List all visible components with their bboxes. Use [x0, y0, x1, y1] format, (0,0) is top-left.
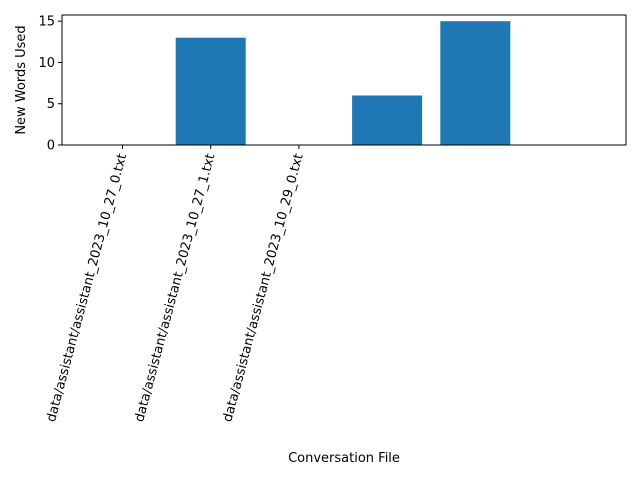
y-axis-title: New Words Used	[14, 25, 29, 134]
bar-4	[440, 21, 511, 145]
y-tick-label: 10	[38, 56, 55, 71]
plot-frame	[61, 14, 627, 146]
x-axis: data/assistant/assistant_2023_10_27_0.tx…	[44, 145, 307, 424]
x-axis-title: Conversation File	[288, 451, 400, 466]
bar-3	[352, 95, 423, 145]
bars-group	[175, 21, 511, 146]
x-tick-label-1: data/assistant/assistant_2023_10_27_1.tx…	[132, 152, 218, 424]
y-tick-label: 5	[47, 97, 55, 112]
bar-1	[175, 37, 246, 146]
x-tick-label-0: data/assistant/assistant_2023_10_27_0.tx…	[44, 152, 130, 424]
y-tick-label: 15	[38, 15, 55, 30]
x-tick-label-2: data/assistant/assistant_2023_10_29_0.tx…	[220, 152, 306, 424]
y-tick-label: 0	[47, 139, 55, 154]
y-axis: 0 5 10 15	[38, 15, 62, 154]
